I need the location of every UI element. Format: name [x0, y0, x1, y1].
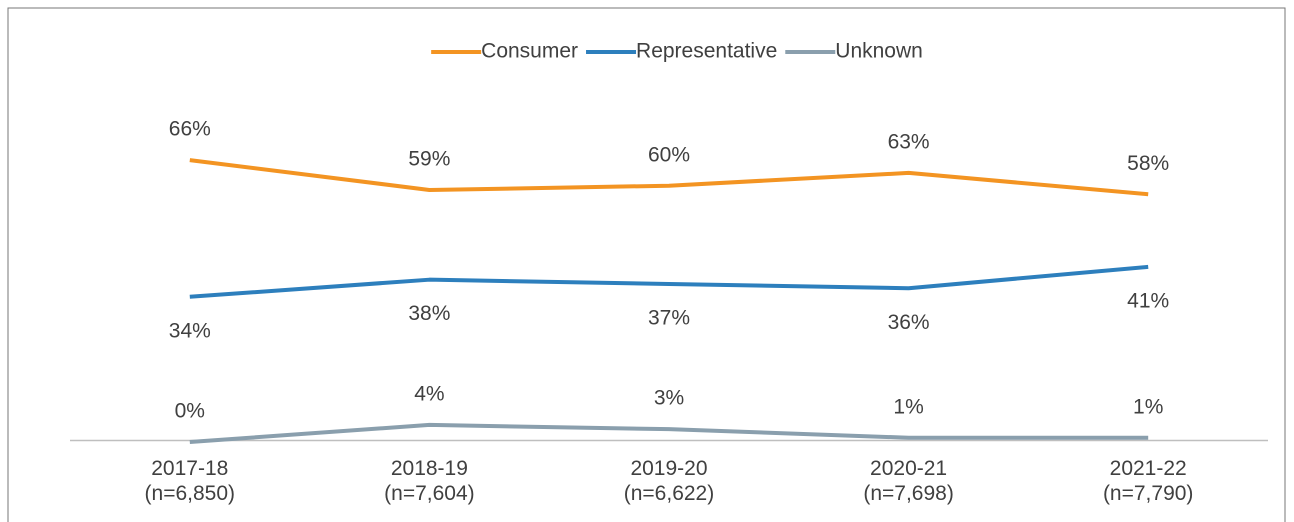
x-tick-label: 2017-18 (n=6,850)	[144, 457, 236, 505]
data-label: 1%	[1133, 395, 1163, 418]
x-tick-label: 2021-22 (n=7,790)	[1102, 457, 1194, 505]
line	[189, 264, 1149, 299]
data-label: 1%	[893, 395, 923, 418]
legend-label: Unknown	[835, 40, 923, 63]
data-label: 60%	[648, 143, 690, 166]
data-label: 63%	[888, 130, 930, 153]
data-label: 37%	[648, 307, 690, 330]
line	[189, 158, 1149, 197]
data-label: 38%	[408, 302, 450, 325]
x-tick-label: 2019-20 (n=6,622)	[623, 457, 715, 505]
x-tick-label: 2018-19 (n=7,604)	[384, 457, 475, 505]
data-label: 36%	[888, 311, 930, 334]
legend-label: Representative	[636, 40, 777, 63]
data-label: 59%	[408, 148, 450, 171]
data-label: 58%	[1127, 152, 1169, 175]
legend-label: Consumer	[481, 40, 578, 63]
line	[189, 422, 1149, 444]
data-label: 34%	[169, 319, 211, 342]
data-label: 0%	[175, 400, 205, 423]
data-label: 41%	[1127, 289, 1169, 312]
x-tick-label: 2020-21 (n=7,698)	[863, 457, 954, 505]
data-label: 66%	[169, 118, 211, 141]
data-label: 3%	[654, 387, 684, 410]
data-label: 4%	[414, 382, 444, 405]
frame	[7, 7, 1286, 522]
